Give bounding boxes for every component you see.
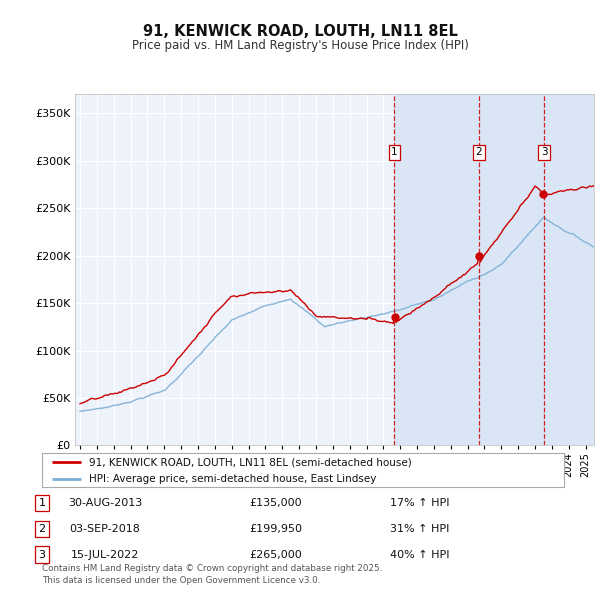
Text: 2: 2 [38, 524, 46, 533]
Bar [394, 94, 600, 445]
Text: 40% ↑ HPI: 40% ↑ HPI [390, 550, 449, 559]
Text: £199,950: £199,950 [250, 524, 302, 533]
Text: 3: 3 [541, 148, 547, 158]
Text: 91, KENWICK ROAD, LOUTH, LN11 8EL: 91, KENWICK ROAD, LOUTH, LN11 8EL [143, 24, 457, 38]
Text: 30-AUG-2013: 30-AUG-2013 [68, 498, 142, 507]
Text: 03-SEP-2018: 03-SEP-2018 [70, 524, 140, 533]
Text: 1: 1 [391, 148, 398, 158]
Text: HPI: Average price, semi-detached house, East Lindsey: HPI: Average price, semi-detached house,… [89, 474, 376, 484]
Text: 3: 3 [38, 550, 46, 559]
Text: 17% ↑ HPI: 17% ↑ HPI [390, 498, 449, 507]
Text: £135,000: £135,000 [250, 498, 302, 507]
Text: 31% ↑ HPI: 31% ↑ HPI [390, 524, 449, 533]
Text: £265,000: £265,000 [250, 550, 302, 559]
Text: Contains HM Land Registry data © Crown copyright and database right 2025.
This d: Contains HM Land Registry data © Crown c… [42, 565, 382, 585]
Text: 2: 2 [476, 148, 482, 158]
Text: 15-JUL-2022: 15-JUL-2022 [71, 550, 139, 559]
Text: Price paid vs. HM Land Registry's House Price Index (HPI): Price paid vs. HM Land Registry's House … [131, 39, 469, 52]
Text: 91, KENWICK ROAD, LOUTH, LN11 8EL (semi-detached house): 91, KENWICK ROAD, LOUTH, LN11 8EL (semi-… [89, 457, 412, 467]
Text: 1: 1 [38, 498, 46, 507]
